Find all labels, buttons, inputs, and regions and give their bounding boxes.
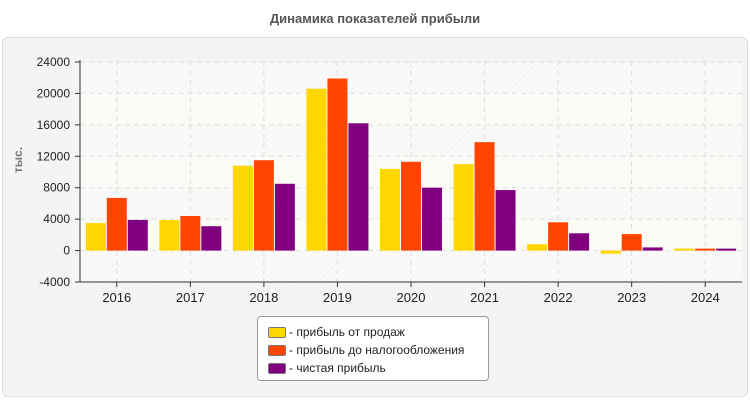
bar (380, 168, 400, 251)
y-tick-label: 4000 (43, 212, 70, 226)
x-tick-label: 2019 (323, 290, 352, 305)
bar (527, 244, 548, 251)
legend-item: - прибыль от продаж (268, 323, 478, 341)
x-tick-label: 2022 (544, 290, 573, 305)
bar (85, 223, 106, 251)
bar (716, 248, 737, 251)
bar (306, 88, 327, 251)
y-tick-label: 24000 (37, 55, 71, 69)
bar (180, 216, 201, 251)
bar (106, 197, 127, 251)
x-tick-label: 2024 (691, 290, 720, 305)
bar (253, 160, 274, 251)
x-tick-label: 2018 (249, 290, 278, 305)
y-tick-label: 16000 (37, 118, 71, 132)
bar (674, 248, 695, 251)
y-tick-label: -4000 (39, 275, 70, 289)
legend-label: - прибыль до налогообложения (289, 343, 465, 357)
legend-item: - чистая прибыль (268, 359, 478, 377)
bar (600, 250, 621, 254)
bar (274, 183, 295, 251)
x-tick-label: 2021 (470, 290, 499, 305)
legend-item: - прибыль до налогообложения (268, 341, 478, 359)
x-tick-label: 2020 (397, 290, 426, 305)
bar (201, 226, 222, 251)
bar (127, 219, 148, 251)
y-tick-label: 0 (63, 244, 70, 258)
legend-label: - прибыль от продаж (289, 325, 405, 339)
bar (474, 142, 495, 251)
x-tick-label: 2023 (617, 290, 646, 305)
bar (621, 234, 642, 251)
y-tick-label: 12000 (37, 149, 71, 163)
chart-title: Динамика показателей прибыли (269, 11, 481, 26)
bar (348, 123, 369, 251)
bar (401, 161, 421, 251)
x-tick-label: 2016 (102, 290, 131, 305)
bar (569, 233, 590, 251)
bar (232, 165, 253, 251)
bar (642, 247, 663, 251)
y-axis-label: тыс. (11, 147, 25, 173)
legend-swatch (268, 362, 286, 374)
bar (548, 222, 569, 251)
y-tick-label: 20000 (37, 86, 71, 100)
y-tick-label: 8000 (43, 181, 70, 195)
bar (495, 190, 516, 251)
legend-label: - чистая прибыль (289, 361, 386, 375)
legend-swatch (268, 344, 286, 356)
legend-swatch (268, 326, 286, 338)
bar (695, 248, 716, 251)
legend: - прибыль от продаж - прибыль до налогооб… (257, 316, 489, 381)
bar (159, 219, 180, 251)
bar (453, 164, 474, 251)
x-tick-label: 2017 (176, 290, 205, 305)
bar (327, 78, 348, 251)
bar (422, 187, 442, 251)
